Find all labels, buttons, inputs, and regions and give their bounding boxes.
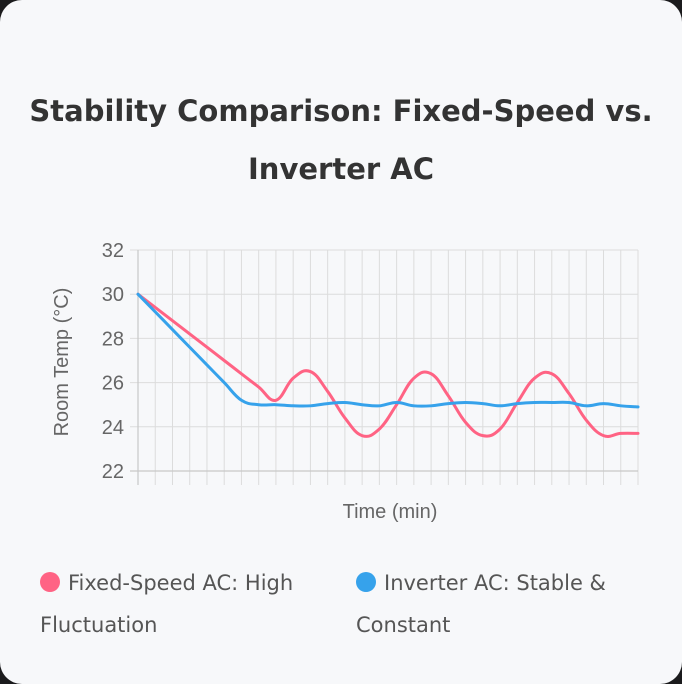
y-tick-label: 26 xyxy=(102,373,124,395)
legend-item-fixed-speed[interactable]: Fixed-Speed AC: High Fluctuation xyxy=(40,562,330,646)
y-axis-ticks: 22 24 26 28 30 32 xyxy=(102,240,124,483)
y-tick-label: 30 xyxy=(102,284,124,306)
legend-swatch-fixed-speed xyxy=(40,572,60,592)
series-line-inverter xyxy=(136,292,640,409)
grid-lines xyxy=(130,249,639,485)
series-lines xyxy=(136,292,640,438)
legend-label-inverter: Inverter AC: Stable & Constant xyxy=(356,571,606,637)
line-chart: 22 24 26 28 30 32 Room Temp (°C) Time (min) xyxy=(51,240,640,523)
legend-label-fixed-speed: Fixed-Speed AC: High Fluctuation xyxy=(40,571,294,637)
legend-swatch-inverter xyxy=(356,572,376,592)
y-tick-label: 22 xyxy=(102,461,124,483)
chart-title: Stability Comparison: Fixed-Speed vs. In… xyxy=(29,94,653,186)
x-axis-label: Time (min) xyxy=(343,501,438,523)
legend-item-inverter[interactable]: Inverter AC: Stable & Constant xyxy=(356,562,656,646)
y-tick-label: 24 xyxy=(102,417,124,439)
y-tick-label: 28 xyxy=(102,328,124,350)
y-axis-label: Room Temp (°C) xyxy=(51,288,73,437)
series-line-fixed-speed xyxy=(136,292,640,438)
y-tick-label: 32 xyxy=(102,240,124,262)
